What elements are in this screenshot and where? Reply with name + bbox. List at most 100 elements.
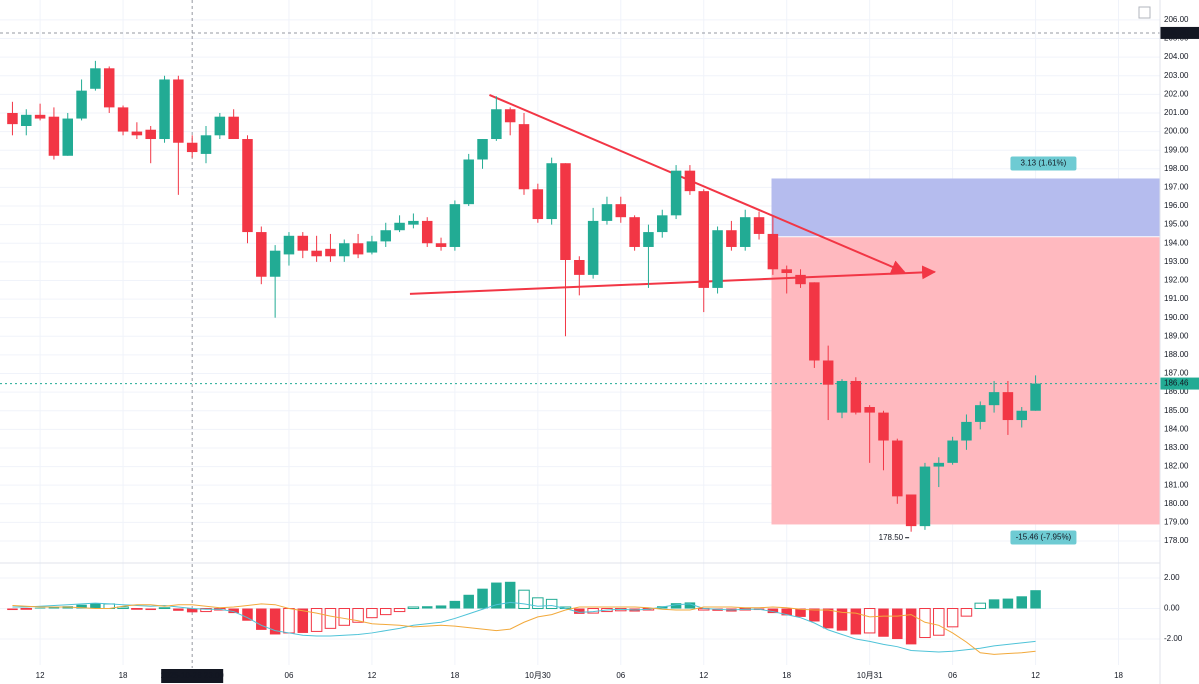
candle-body (394, 222, 405, 231)
candle-body (905, 494, 917, 527)
macd-bar (822, 608, 834, 629)
candle-body (836, 380, 848, 413)
crosshair-y-label-box (1160, 26, 1199, 39)
candle-body (48, 116, 60, 156)
x-tick-label: 12 (36, 671, 45, 680)
macd-bar (421, 606, 433, 609)
y-tick-label: 201.00 (1164, 108, 1189, 117)
candle-body (850, 380, 862, 413)
y-tick-label: 196.00 (1164, 201, 1189, 210)
x-tick-label: 18 (1114, 671, 1123, 680)
y-tick-label: 194.00 (1164, 238, 1189, 247)
y-tick-label: 186.00 (1164, 387, 1189, 396)
stop-label-box (1010, 530, 1077, 545)
candle-body (504, 109, 516, 123)
candle-body (809, 282, 820, 361)
candle-body (670, 170, 682, 216)
candle-body (781, 269, 792, 274)
candle-body (242, 139, 253, 233)
y-tick-label: 198.00 (1164, 164, 1189, 173)
y-tick-label: 2.00 (1164, 573, 1180, 582)
y-tick-label: 181.00 (1164, 480, 1189, 489)
macd-bar (310, 608, 323, 632)
x-tick-label: 18 (450, 671, 459, 680)
candle-body (643, 232, 654, 247)
x-tick-label: 12 (367, 671, 376, 680)
x-tick-label: 10月30 (525, 671, 551, 680)
candle-body (103, 68, 115, 108)
x-tick-label: 12 (699, 671, 708, 680)
candle-body (795, 274, 806, 285)
macd-bar (158, 607, 171, 610)
y-tick-label: 180.00 (1164, 499, 1189, 508)
candle-body (560, 163, 571, 260)
y-tick-label: 190.00 (1164, 313, 1189, 322)
macd-bar (117, 606, 129, 610)
macd-bar (960, 608, 973, 617)
candle-body (214, 116, 226, 136)
candle-body (186, 142, 198, 153)
x-tick-label: 12 (1031, 671, 1040, 680)
macd-bar (974, 602, 987, 610)
candle-body (947, 440, 958, 463)
y-tick-label: 204.00 (1164, 52, 1189, 61)
macd-bar (200, 608, 212, 613)
macd-bar (34, 607, 46, 609)
macd-bar (283, 608, 295, 634)
candle-body (408, 220, 419, 225)
y-tick-label: 197.00 (1164, 183, 1189, 192)
y-tick-label: 188.00 (1164, 350, 1189, 359)
y-tick-label: 182.00 (1164, 462, 1189, 471)
fullscreen-icon[interactable] (1138, 6, 1151, 19)
trend-line (409, 265, 937, 295)
macd-line (12, 603, 1036, 655)
candle-body (90, 68, 101, 89)
macd-bar (532, 597, 544, 610)
marks (7, 60, 1041, 655)
y-tick-label: 195.00 (1164, 220, 1189, 229)
macd-bar (518, 589, 530, 610)
y-tick-label: 199.00 (1164, 145, 1189, 154)
macd-bar (76, 604, 87, 609)
y-tick-label: 206.00 (1164, 15, 1189, 24)
candle-body (449, 204, 461, 247)
candle-body (1030, 383, 1041, 411)
stop-zone (771, 236, 1160, 525)
macd-bar (379, 608, 392, 616)
x-tick-label: 10月31 (857, 671, 883, 680)
y-tick-label: 202.00 (1164, 89, 1189, 98)
crosshair-x-box (161, 669, 224, 683)
candle-body (767, 233, 779, 270)
macd-bar (863, 608, 876, 634)
candle-body (864, 407, 875, 413)
y-tick-label: 192.00 (1164, 276, 1189, 285)
macd-bar (269, 608, 281, 635)
overlay (0, 0, 1160, 668)
macd-bar (477, 588, 488, 609)
macd-bar (574, 608, 585, 614)
candle-body (698, 191, 709, 288)
macd-bar (407, 606, 420, 610)
y-tick-label: 187.00 (1164, 369, 1189, 378)
macd-bar (366, 608, 378, 619)
macd-bar (145, 608, 156, 611)
candle-body (21, 114, 32, 126)
macd-bar (491, 582, 502, 609)
macd-bar (905, 608, 917, 645)
candle-body (76, 90, 87, 119)
candle-body (712, 230, 723, 288)
candle-body (518, 124, 530, 190)
macd-bar (48, 606, 60, 609)
candle-body (463, 159, 474, 205)
candle-body (145, 129, 156, 140)
macd-bar (186, 608, 198, 613)
candle-body (325, 248, 336, 257)
candle-body (615, 204, 627, 218)
macd-bar (836, 608, 848, 631)
candle-body (173, 79, 184, 143)
candle-body (1002, 392, 1014, 421)
y-tick-label: 184.00 (1164, 424, 1189, 433)
macd-bar (892, 608, 903, 640)
macd-bar (338, 608, 351, 626)
candle-body (380, 230, 391, 242)
